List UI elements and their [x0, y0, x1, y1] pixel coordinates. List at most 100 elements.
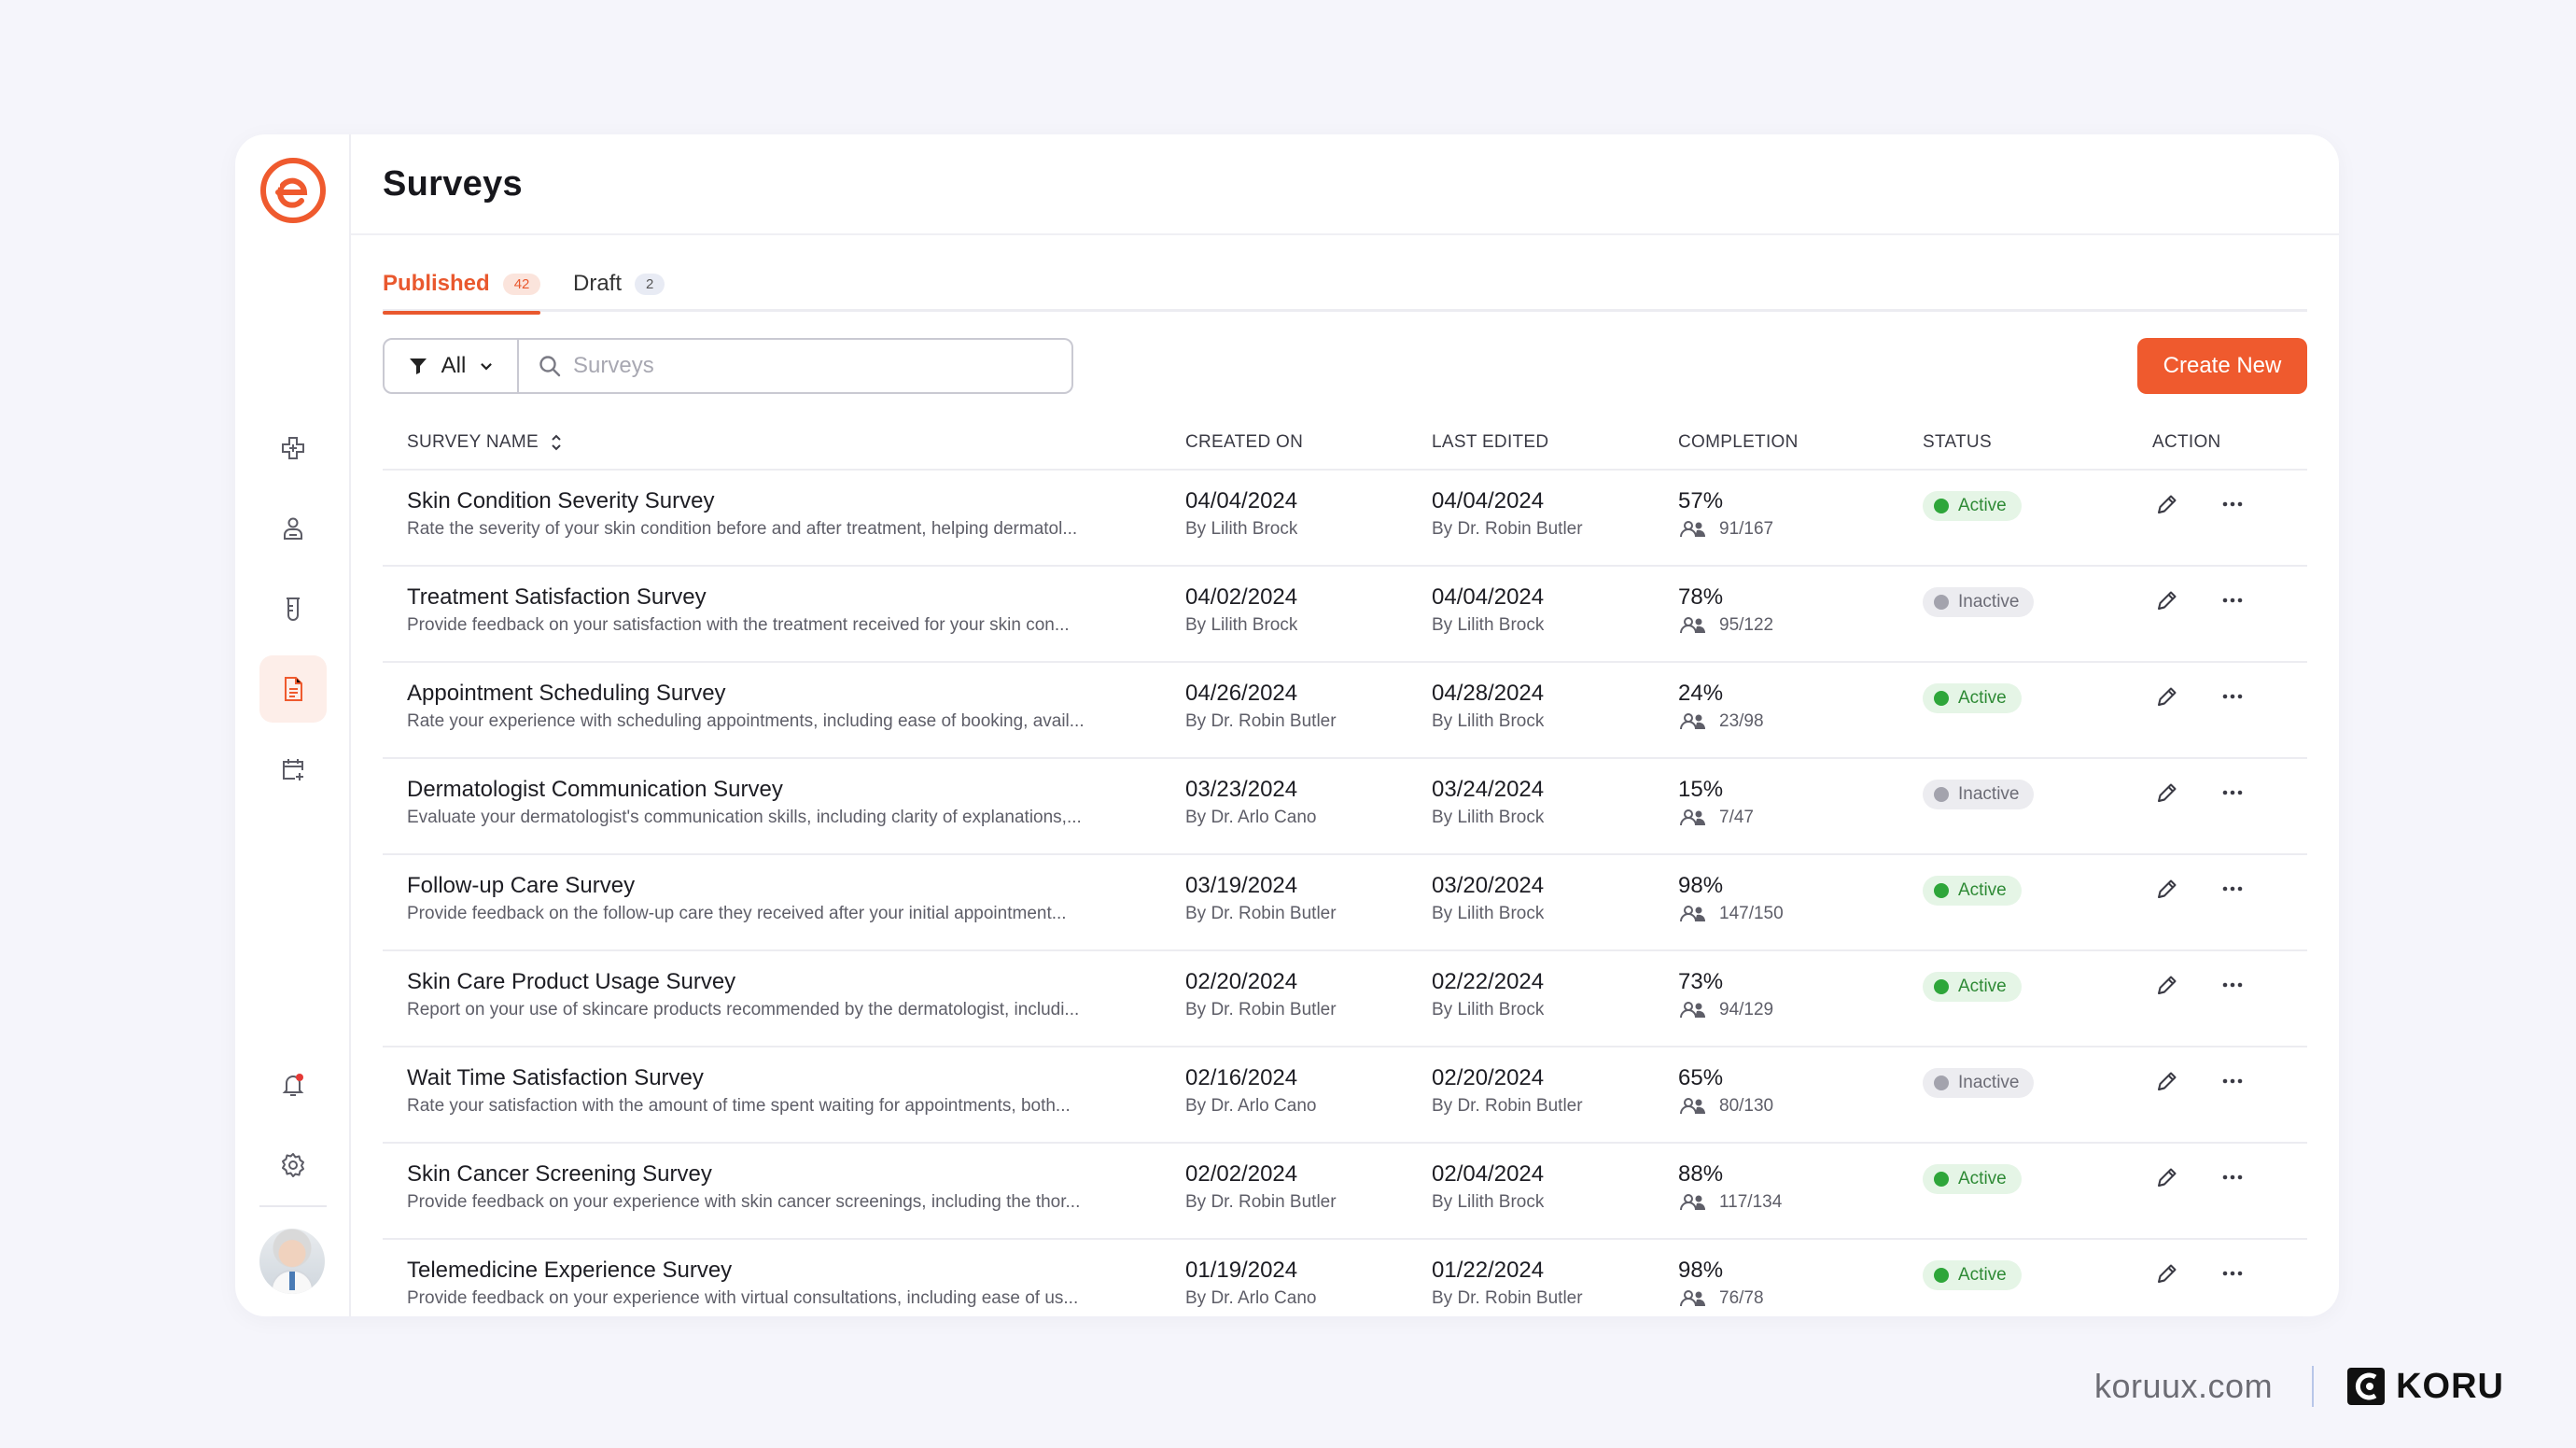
edited-date: 04/04/2024 — [1432, 584, 1545, 610]
created-by: By Dr. Robin Butler — [1185, 904, 1337, 923]
survey-description: Provide feedback on your experience with… — [407, 1192, 1081, 1212]
column-header-action: ACTION — [2152, 432, 2221, 452]
create-new-button[interactable]: Create New — [2137, 338, 2307, 394]
more-options-button[interactable] — [2218, 585, 2247, 615]
survey-title[interactable]: Appointment Scheduling Survey — [407, 681, 726, 706]
search-input[interactable] — [573, 353, 1040, 379]
filter-dropdown[interactable]: All — [385, 340, 519, 392]
created-by: By Dr. Robin Butler — [1185, 711, 1337, 731]
responses-count: 95/122 — [1678, 612, 1773, 640]
survey-name-cell: Telemedicine Experience Survey Provide fe… — [407, 1257, 1172, 1313]
survey-title[interactable]: Telemedicine Experience Survey — [407, 1258, 733, 1283]
footer-site-link[interactable]: koruux.com — [2094, 1367, 2274, 1405]
edit-button[interactable] — [2152, 1162, 2182, 1192]
table-row[interactable]: Treatment Satisfaction Survey Provide fee… — [383, 567, 2307, 663]
edit-button[interactable] — [2152, 1258, 2182, 1288]
more-options-button[interactable] — [2218, 489, 2247, 519]
more-options-button[interactable] — [2218, 874, 2247, 904]
completion-percent: 15% — [1678, 777, 1724, 802]
survey-title[interactable]: Dermatologist Communication Survey — [407, 777, 783, 802]
table-row[interactable]: Skin Condition Severity Survey Rate the s… — [383, 471, 2307, 567]
survey-title[interactable]: Follow-up Care Survey — [407, 873, 636, 898]
edited-date: 02/04/2024 — [1432, 1161, 1545, 1187]
status-badge: Active — [1923, 972, 2022, 1002]
created-on-cell: 03/23/2024 By Dr. Arlo Cano — [1185, 776, 1316, 832]
responses-value: 23/98 — [1719, 711, 1764, 731]
table-row[interactable]: Skin Care Product Usage Survey Report on … — [383, 951, 2307, 1047]
action-cell — [2152, 1162, 2247, 1192]
responses-value: 76/78 — [1719, 1288, 1764, 1308]
edit-button[interactable] — [2152, 970, 2182, 1000]
status-cell: Active — [1923, 876, 2022, 906]
sidebar-item-surveys[interactable] — [259, 655, 327, 723]
more-options-button[interactable] — [2218, 682, 2247, 711]
more-options-icon — [2222, 501, 2243, 507]
more-options-icon — [2222, 1271, 2243, 1276]
app-logo[interactable] — [259, 157, 327, 224]
edited-date: 03/24/2024 — [1432, 777, 1545, 802]
tab-published[interactable]: Published 42 — [383, 256, 541, 315]
survey-title[interactable]: Skin Care Product Usage Survey — [407, 969, 736, 994]
completion-cell: 88% 117/134 — [1678, 1160, 1782, 1216]
sidebar-item-calendar[interactable] — [259, 736, 327, 803]
survey-name-cell: Follow-up Care Survey Provide feedback on… — [407, 872, 1172, 928]
responses-count: 117/134 — [1678, 1188, 1782, 1216]
edit-button[interactable] — [2152, 1066, 2182, 1096]
created-on-cell: 02/16/2024 By Dr. Arlo Cano — [1185, 1064, 1316, 1120]
status-badge: Active — [1923, 683, 2022, 713]
edit-button[interactable] — [2152, 682, 2182, 711]
sidebar-item-patients[interactable] — [259, 495, 327, 562]
edit-button[interactable] — [2152, 489, 2182, 519]
survey-title[interactable]: Treatment Satisfaction Survey — [407, 584, 707, 610]
status-dot — [1934, 1268, 1949, 1283]
more-options-button[interactable] — [2218, 1258, 2247, 1288]
more-options-button[interactable] — [2218, 778, 2247, 808]
edited-date: 02/22/2024 — [1432, 969, 1545, 994]
survey-title[interactable]: Wait Time Satisfaction Survey — [407, 1065, 704, 1090]
edit-button[interactable] — [2152, 585, 2182, 615]
last-edited-cell: 04/04/2024 By Lilith Brock — [1432, 583, 1544, 640]
status-cell: Active — [1923, 1164, 2022, 1194]
completion-percent: 98% — [1678, 1258, 1724, 1283]
table-row[interactable]: Wait Time Satisfaction Survey Rate your s… — [383, 1047, 2307, 1144]
edit-button[interactable] — [2152, 778, 2182, 808]
table-row[interactable]: Telemedicine Experience Survey Provide fe… — [383, 1240, 2307, 1316]
created-date: 02/16/2024 — [1185, 1065, 1298, 1090]
created-by: By Dr. Robin Butler — [1185, 1000, 1337, 1019]
notifications-button[interactable] — [259, 1051, 327, 1118]
action-cell — [2152, 682, 2247, 711]
sidebar-item-clinic[interactable] — [259, 415, 327, 482]
created-on-cell: 03/19/2024 By Dr. Robin Butler — [1185, 872, 1337, 928]
avatar[interactable] — [259, 1229, 325, 1294]
responses-value: 94/129 — [1719, 1000, 1774, 1019]
more-options-icon — [2222, 982, 2243, 988]
more-options-button[interactable] — [2218, 1162, 2247, 1192]
column-header-survey-name[interactable]: SURVEY NAME — [407, 415, 563, 471]
action-cell — [2152, 1066, 2247, 1096]
table-row[interactable]: Appointment Scheduling Survey Rate your e… — [383, 663, 2307, 759]
last-edited-cell: 04/28/2024 By Lilith Brock — [1432, 680, 1544, 736]
survey-title[interactable]: Skin Condition Severity Survey — [407, 488, 715, 513]
survey-title[interactable]: Skin Cancer Screening Survey — [407, 1161, 712, 1187]
tab-draft[interactable]: Draft 2 — [573, 256, 665, 312]
table-body: Skin Condition Severity Survey Rate the s… — [383, 471, 2307, 1316]
completion-percent: 65% — [1678, 1065, 1724, 1090]
settings-button[interactable] — [259, 1132, 327, 1199]
table-header: SURVEY NAME CREATED ON LAST EDITED COMPL… — [383, 415, 2307, 471]
edited-by: By Dr. Robin Butler — [1432, 519, 1583, 539]
more-options-icon — [2222, 1078, 2243, 1084]
status-label: Active — [1958, 688, 2007, 708]
table-row[interactable]: Dermatologist Communication Survey Evalua… — [383, 759, 2307, 855]
responses-count: 147/150 — [1678, 900, 1784, 928]
sidebar-item-lab[interactable] — [259, 575, 327, 642]
created-on-cell: 04/02/2024 By Lilith Brock — [1185, 583, 1297, 640]
status-label: Inactive — [1958, 784, 2020, 804]
more-options-button[interactable] — [2218, 1066, 2247, 1096]
edit-button[interactable] — [2152, 874, 2182, 904]
footer-divider — [2312, 1366, 2315, 1407]
completion-cell: 24% 23/98 — [1678, 680, 1764, 736]
table-row[interactable]: Skin Cancer Screening Survey Provide feed… — [383, 1144, 2307, 1240]
last-edited-cell: 02/22/2024 By Lilith Brock — [1432, 968, 1544, 1024]
table-row[interactable]: Follow-up Care Survey Provide feedback on… — [383, 855, 2307, 951]
more-options-button[interactable] — [2218, 970, 2247, 1000]
